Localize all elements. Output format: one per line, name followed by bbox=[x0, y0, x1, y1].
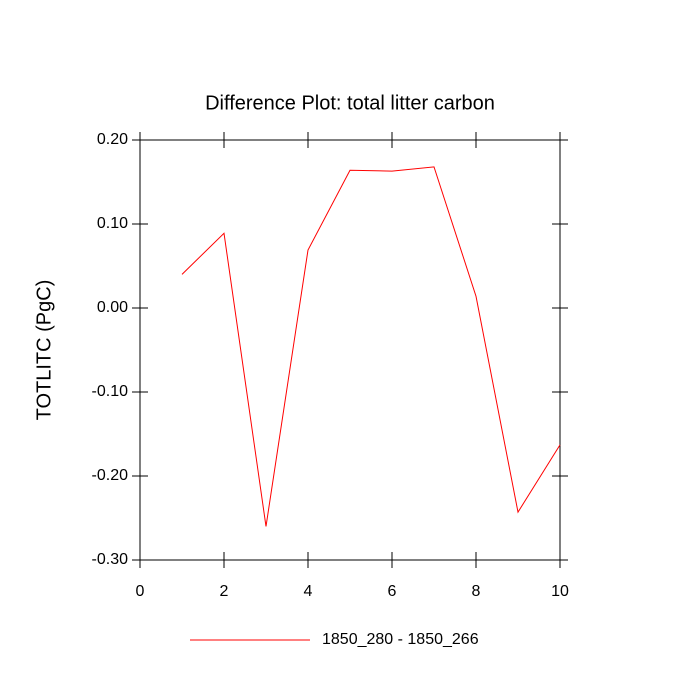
plot-frame bbox=[139, 139, 561, 561]
x-tick-label: 8 bbox=[472, 583, 481, 600]
y-axis-label: TOTLITC (PgC) bbox=[33, 280, 55, 421]
x-tick-label: 6 bbox=[388, 583, 397, 600]
y-tick-label: -0.30 bbox=[92, 551, 129, 568]
y-tick-label: -0.10 bbox=[92, 383, 129, 400]
x-tick-label: 10 bbox=[551, 583, 569, 600]
y-tick-label: 0.10 bbox=[97, 215, 128, 232]
y-tick-label: 0.20 bbox=[97, 131, 128, 148]
y-tick-label: -0.20 bbox=[92, 467, 129, 484]
x-tick-label: 2 bbox=[220, 583, 229, 600]
data-line bbox=[181, 166, 561, 527]
chart-title: Difference Plot: total litter carbon bbox=[205, 92, 495, 114]
x-tick-label: 4 bbox=[304, 583, 313, 600]
legend-label: 1850_280 - 1850_266 bbox=[322, 631, 479, 648]
x-tick-label: 0 bbox=[136, 583, 145, 600]
y-tick-label: 0.00 bbox=[97, 299, 128, 316]
